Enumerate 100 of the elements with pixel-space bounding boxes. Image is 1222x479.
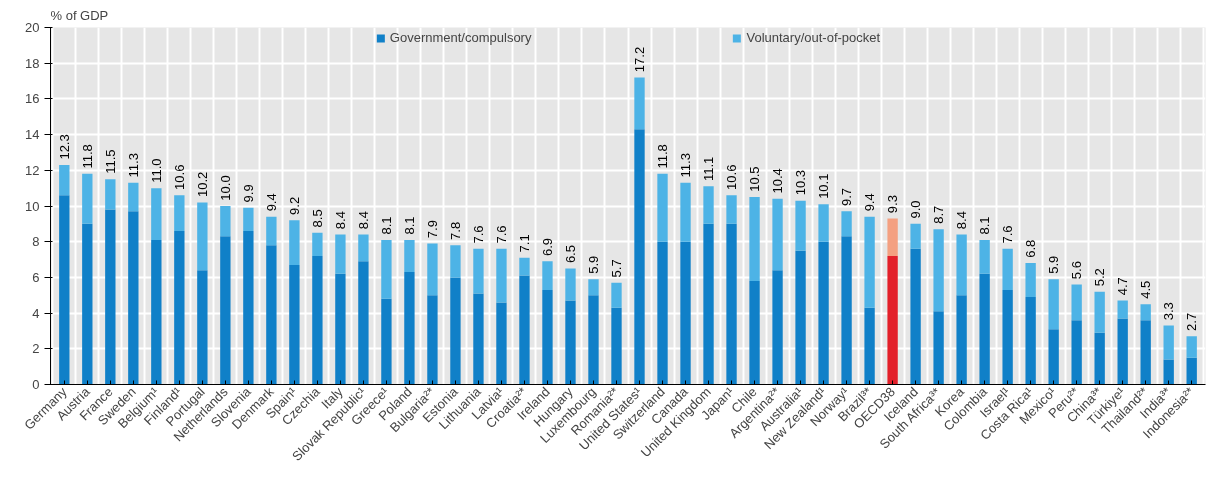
bar (1002, 289, 1013, 385)
bar (381, 298, 392, 385)
bar (910, 223, 921, 249)
bar (1094, 291, 1105, 333)
bar (450, 277, 461, 385)
y-tick-label: 6 (32, 269, 40, 285)
y-tick-label: 14 (25, 127, 40, 143)
total-label: 11.8 (655, 144, 671, 169)
bar (174, 230, 185, 385)
bar (59, 164, 70, 196)
bar (818, 241, 829, 385)
y-axis-title: % of GDP (50, 7, 109, 23)
bar (565, 300, 576, 385)
bar (634, 129, 645, 385)
bar (1048, 279, 1059, 330)
bar (542, 289, 553, 385)
total-label: 8.1 (378, 216, 394, 235)
bar (841, 236, 852, 385)
y-tick-label: 18 (25, 55, 40, 71)
bar (427, 295, 438, 385)
total-label: 10.6 (171, 164, 187, 190)
total-label: 6.5 (562, 245, 578, 264)
bar (519, 275, 530, 385)
bar (82, 223, 93, 385)
bar (933, 311, 944, 385)
total-label: 9.3 (885, 195, 901, 214)
bar (910, 248, 921, 385)
bar (197, 270, 208, 385)
total-label: 9.0 (908, 200, 924, 219)
total-label: 7.6 (493, 225, 509, 244)
total-label: 8.1 (977, 216, 993, 235)
total-label: 10.0 (217, 175, 233, 201)
bar (82, 173, 93, 224)
bar (312, 232, 323, 256)
bar (243, 230, 254, 385)
bar (726, 195, 737, 224)
total-label: 8.4 (355, 211, 371, 230)
bar (680, 241, 691, 385)
bar (703, 223, 714, 385)
total-label: 9.4 (862, 193, 878, 212)
bar (151, 188, 162, 240)
bar (772, 198, 783, 271)
bar (1048, 329, 1059, 385)
bar (1094, 332, 1105, 385)
bar (588, 279, 599, 296)
total-label: 11.5 (102, 149, 118, 174)
bar (312, 255, 323, 385)
bar (105, 209, 116, 385)
bar (634, 77, 645, 130)
bar (818, 204, 829, 242)
bar (335, 273, 346, 385)
y-tick-label: 2 (32, 341, 40, 357)
total-label: 5.7 (609, 259, 624, 278)
total-label: 8.1 (401, 216, 417, 235)
bar (1186, 336, 1197, 358)
bar (979, 273, 990, 385)
total-label: 8.4 (332, 211, 348, 230)
bar (1071, 284, 1082, 321)
y-tick-label: 0 (32, 377, 40, 392)
total-label: 3.3 (1161, 302, 1177, 321)
total-label: 10.6 (724, 164, 740, 190)
bar (795, 250, 806, 385)
y-tick-label: 8 (32, 234, 40, 250)
bar (450, 245, 461, 278)
bar (358, 261, 369, 385)
bar (887, 218, 898, 256)
bar (657, 241, 668, 385)
bar (979, 239, 990, 274)
bar (358, 234, 369, 262)
bar (611, 282, 622, 308)
bar (864, 307, 875, 385)
total-label: 7.6 (1000, 225, 1016, 244)
bar (266, 245, 277, 385)
bar (266, 216, 277, 246)
bar (473, 248, 484, 294)
bar (519, 257, 530, 276)
y-tick-label: 12 (25, 162, 40, 178)
total-label: 5.6 (1069, 261, 1085, 280)
legend-label: Government/compulsory (389, 30, 532, 45)
total-label: 11.0 (148, 158, 164, 183)
bar (220, 206, 231, 237)
bar (289, 264, 300, 385)
bar (795, 200, 806, 251)
bar (404, 239, 415, 273)
bar (404, 272, 415, 385)
bar (1163, 325, 1174, 360)
total-label: 7.6 (470, 225, 486, 244)
bar (680, 182, 691, 242)
total-label: 10.2 (194, 171, 210, 198)
total-label: 11.1 (701, 156, 717, 182)
total-label: 4.5 (1138, 280, 1154, 299)
y-tick-label: 4 (32, 305, 40, 321)
total-label: 17.2 (632, 46, 647, 73)
bar (703, 186, 714, 224)
bar (1002, 248, 1013, 290)
bar (1140, 320, 1151, 385)
total-label: 5.9 (1046, 255, 1062, 274)
bar (220, 236, 231, 385)
total-label: 8.5 (309, 209, 325, 228)
bar (381, 239, 392, 299)
